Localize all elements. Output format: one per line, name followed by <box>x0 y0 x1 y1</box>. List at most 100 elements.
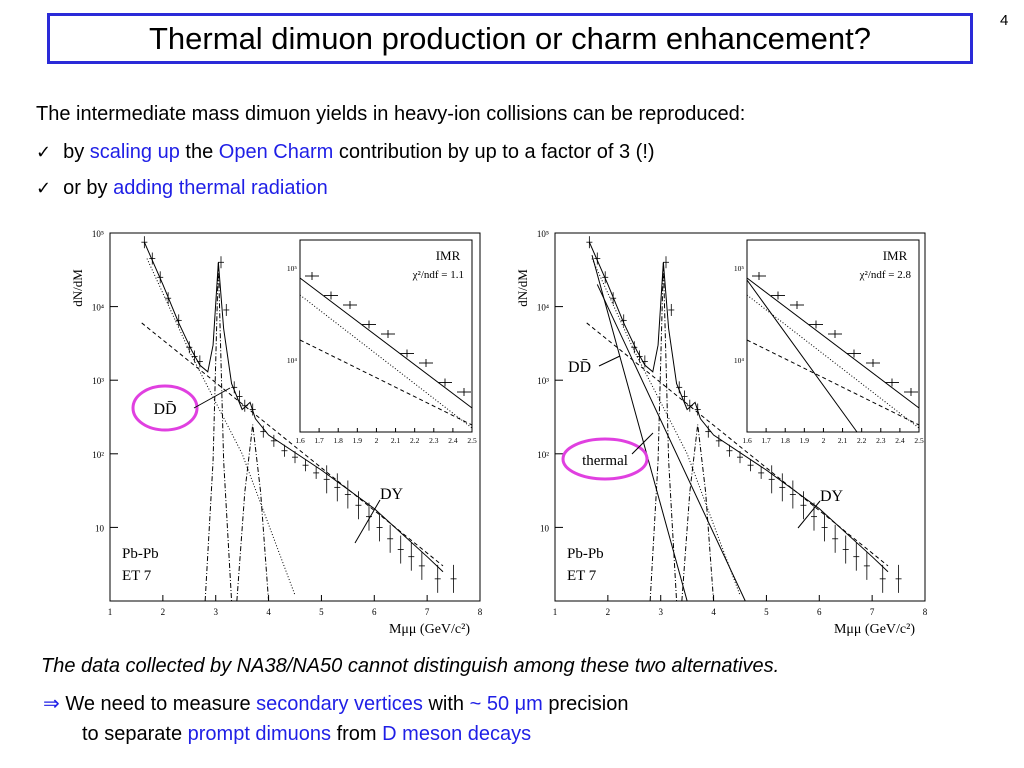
y-tick-label: 10⁵ <box>92 229 104 239</box>
right-mass-spectrum-chart: 1 2 3 4 5 6 7 8 10 10² 10³ 10⁴ 10⁵ dN/dM Mμμ (GeV/c²) D… <box>515 229 928 637</box>
inset-y-tick-label: 10⁵ <box>287 264 298 273</box>
y-tick-label: 10⁴ <box>537 303 549 313</box>
x-tick-label: 7 <box>870 607 875 617</box>
x-tick-label: 7 <box>425 607 430 617</box>
x-axis-label: Mμμ (GeV/c²) <box>389 622 470 637</box>
dd-bar-arrow <box>598 355 621 367</box>
dd-bar-label: DD̄ <box>568 359 591 376</box>
open-charm-curve <box>146 258 296 596</box>
thermal-label: thermal <box>582 453 628 469</box>
fit-curve-total <box>143 241 444 573</box>
inset-x-tick-label: 1.9 <box>353 436 363 445</box>
bullet-2: ✓ or by adding thermal radiation <box>36 177 328 199</box>
x-tick-label: 4 <box>266 607 271 617</box>
y-tick-label: 10⁵ <box>537 229 549 239</box>
psi-prime-peak-curve <box>236 424 270 602</box>
x-tick-label: 1 <box>108 607 113 617</box>
x-tick-label: 8 <box>478 607 483 617</box>
highlight-circle <box>561 437 649 481</box>
slide-title-box: Thermal dimuon production or charm enhan… <box>47 13 973 64</box>
inset-x-tick-label: 1.6 <box>295 436 305 445</box>
et-label: ET 7 <box>567 568 597 584</box>
plot-frame <box>554 232 926 602</box>
dy-arrow <box>797 500 821 529</box>
inset-frame <box>746 239 920 433</box>
inset-chi2-label: χ²/ndf = 2.8 <box>859 269 912 281</box>
x-tick-label: 6 <box>372 607 377 617</box>
x-tick-label: 3 <box>213 607 218 617</box>
y-tick-label: 10 <box>95 523 105 533</box>
inset-x-tick-label: 2.2 <box>857 436 867 445</box>
x-tick-label: 5 <box>319 607 324 617</box>
inset-x-tick-label: 2.3 <box>876 436 886 445</box>
y-axis-label: dN/dM <box>70 269 85 307</box>
inset-y-tick-label: 10⁵ <box>734 264 745 273</box>
inset-drell-yan <box>746 339 920 426</box>
psi-prime-peak-curve <box>681 424 715 602</box>
thermal-curve-steep <box>591 255 688 602</box>
implies-arrow-icon: ⇒ <box>43 693 60 715</box>
highlight-prompt-dimuons: prompt dimuons <box>187 723 332 745</box>
highlight-open-charm: Open Charm <box>218 141 334 163</box>
y-tick-label: 10³ <box>92 376 104 386</box>
checkmark-icon: ✓ <box>36 178 52 199</box>
y-axis-label: dN/dM <box>515 269 530 307</box>
y-tick-label: 10³ <box>537 376 549 386</box>
inset-x-tick-label: 2.5 <box>467 436 477 445</box>
inset-open-charm <box>299 294 473 429</box>
separate-line: to separate prompt dimuons from D meson … <box>82 723 532 745</box>
y-tick-label: 10 <box>540 523 550 533</box>
dy-arrow <box>354 499 381 544</box>
need-line: ⇒ We need to measure secondary vertices … <box>43 693 629 715</box>
x-tick-label: 3 <box>658 607 663 617</box>
inset-y-tick-label: 10⁴ <box>734 356 745 365</box>
inset-x-tick-label: 2 <box>375 436 379 445</box>
inset-x-tick-label: 1.7 <box>314 436 324 445</box>
highlight-d-meson-decays: D meson decays <box>382 723 532 745</box>
inset-drell-yan <box>299 339 473 426</box>
inset-fit-total <box>746 277 920 409</box>
drell-yan-curve <box>141 322 444 567</box>
inset-fit-total <box>299 277 473 409</box>
inset-x-tick-label: 2.3 <box>429 436 439 445</box>
inset-x-tick-label: 2.5 <box>914 436 924 445</box>
inset-x-tick-label: 2.4 <box>448 436 458 445</box>
inset-x-tick-label: 2.4 <box>895 436 905 445</box>
slide-title: Thermal dimuon production or charm enhan… <box>149 20 871 56</box>
checkmark-icon: ✓ <box>36 142 52 163</box>
intro-text: The intermediate mass dimuon yields in h… <box>36 103 746 125</box>
highlight-circle <box>131 384 199 432</box>
x-tick-label: 6 <box>817 607 822 617</box>
system-label: Pb-Pb <box>567 546 604 562</box>
dy-label: DY <box>380 486 404 503</box>
drell-yan-curve <box>586 322 889 567</box>
dd-bar-label: DD̄ <box>153 401 176 418</box>
inset-chi2-label: χ²/ndf = 1.1 <box>412 269 464 281</box>
inset-x-tick-label: 2.2 <box>410 436 420 445</box>
conclusion-text: The data collected by NA38/NA50 cannot d… <box>41 655 780 677</box>
x-tick-label: 1 <box>553 607 558 617</box>
plot-frame <box>109 232 481 602</box>
inset-x-tick-label: 1.6 <box>742 436 752 445</box>
inset-open-charm <box>746 294 920 429</box>
thermal-arrow <box>631 432 654 455</box>
y-tick-label: 10² <box>92 450 104 460</box>
page-number: 4 <box>1000 12 1009 29</box>
highlight-thermal: adding thermal radiation <box>113 177 328 199</box>
inset-x-tick-label: 2 <box>822 436 826 445</box>
highlight-secondary-vertices: secondary vertices <box>256 693 423 715</box>
x-tick-label: 2 <box>606 607 611 617</box>
x-tick-label: 5 <box>764 607 769 617</box>
inset-x-tick-label: 2.1 <box>838 436 848 445</box>
inset-x-tick-label: 1.7 <box>761 436 771 445</box>
inset-frame <box>299 239 473 433</box>
inset-region-label: IMR <box>436 248 461 263</box>
y-tick-label: 10² <box>537 450 549 460</box>
et-label: ET 7 <box>122 568 152 584</box>
system-label: Pb-Pb <box>122 546 159 562</box>
jpsi-peak-curve <box>649 262 678 602</box>
left-mass-spectrum-chart: 1 2 3 4 5 6 7 8 10 10² 10³ 10⁴ 10⁵ dN/dM Mμμ (GeV/c²) D… <box>70 229 483 637</box>
y-tick-label: 10⁴ <box>92 303 104 313</box>
open-charm-curve <box>591 258 741 596</box>
jpsi-peak-curve <box>204 262 233 602</box>
